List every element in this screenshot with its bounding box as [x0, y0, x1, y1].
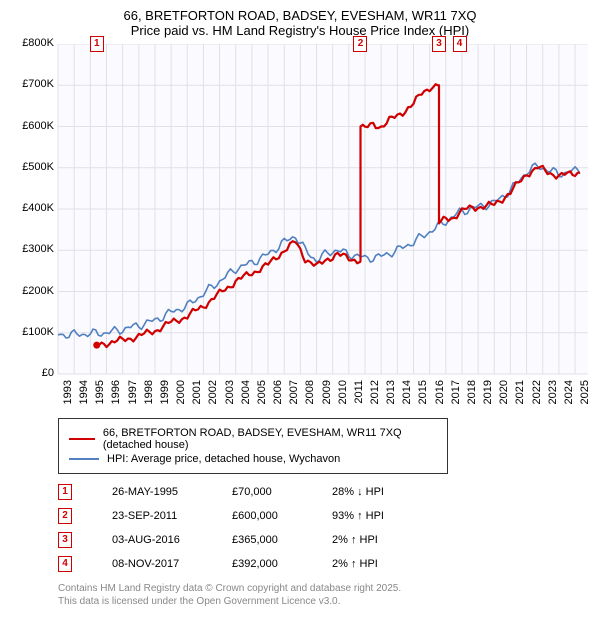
x-axis-label: 2023 [547, 380, 559, 420]
x-axis-label: 2017 [450, 380, 462, 420]
legend-label: 66, BRETFORTON ROAD, BADSEY, EVESHAM, WR… [103, 427, 437, 451]
x-axis-label: 2005 [256, 380, 268, 420]
transaction-marker: 1 [58, 484, 72, 500]
x-axis-label: 2016 [434, 380, 446, 420]
x-axis-label: 2002 [207, 380, 219, 420]
y-axis-label: £0 [10, 367, 54, 379]
transaction-row: 1 26-MAY-1995£70,00028% ↓ HPI [58, 484, 590, 500]
x-axis-label: 1998 [143, 380, 155, 420]
x-axis-label: 2022 [531, 380, 543, 420]
x-axis-label: 2012 [369, 380, 381, 420]
y-axis-label: £200K [10, 285, 54, 297]
footer-line: Contains HM Land Registry data © Crown c… [58, 582, 590, 595]
x-axis-label: 1996 [110, 380, 122, 420]
transaction-delta: 2% ↑ HPI [332, 534, 432, 546]
x-axis-label: 2015 [417, 380, 429, 420]
x-axis-label: 2024 [563, 380, 575, 420]
footer-line: This data is licensed under the Open Gov… [58, 595, 590, 608]
chart-svg [10, 44, 590, 412]
chart-area: £0£100K£200K£300K£400K£500K£600K£700K£80… [10, 44, 590, 412]
title-block: 66, BRETFORTON ROAD, BADSEY, EVESHAM, WR… [10, 8, 590, 38]
x-axis-label: 2007 [288, 380, 300, 420]
transaction-row: 4 08-NOV-2017£392,0002% ↑ HPI [58, 556, 590, 572]
x-axis-label: 2001 [191, 380, 203, 420]
transaction-delta: 2% ↑ HPI [332, 558, 432, 570]
x-axis-label: 2019 [482, 380, 494, 420]
x-axis-label: 2010 [337, 380, 349, 420]
x-axis-label: 2020 [498, 380, 510, 420]
x-axis-label: 2018 [466, 380, 478, 420]
legend-swatch [69, 438, 95, 441]
transaction-marker: 4 [58, 556, 72, 572]
transaction-price: £392,000 [232, 558, 332, 570]
transaction-date: 26-MAY-1995 [112, 486, 232, 498]
x-axis-label: 2011 [353, 380, 365, 420]
legend-swatch [69, 458, 99, 461]
transaction-marker: 4 [453, 36, 467, 52]
transaction-date: 03-AUG-2016 [112, 534, 232, 546]
y-axis-label: £100K [10, 326, 54, 338]
legend-label: HPI: Average price, detached house, Wych… [107, 453, 340, 465]
x-axis-label: 2014 [401, 380, 413, 420]
transaction-marker: 1 [90, 36, 104, 52]
transaction-marker: 3 [432, 36, 446, 52]
transaction-date: 08-NOV-2017 [112, 558, 232, 570]
x-axis-label: 1994 [78, 380, 90, 420]
footer-attribution: Contains HM Land Registry data © Crown c… [58, 582, 590, 608]
x-axis-label: 1993 [62, 380, 74, 420]
transaction-date: 23-SEP-2011 [112, 510, 232, 522]
transaction-price: £600,000 [232, 510, 332, 522]
x-axis-label: 2008 [304, 380, 316, 420]
y-axis-label: £300K [10, 243, 54, 255]
x-axis-label: 1997 [127, 380, 139, 420]
x-axis-label: 2013 [385, 380, 397, 420]
x-axis-label: 2004 [240, 380, 252, 420]
x-axis-label: 2006 [272, 380, 284, 420]
legend-item: HPI: Average price, detached house, Wych… [69, 453, 437, 465]
x-axis-label: 2003 [224, 380, 236, 420]
transaction-row: 2 23-SEP-2011£600,00093% ↑ HPI [58, 508, 590, 524]
x-axis-label: 2009 [321, 380, 333, 420]
y-axis-label: £600K [10, 120, 54, 132]
legend-item: 66, BRETFORTON ROAD, BADSEY, EVESHAM, WR… [69, 427, 437, 451]
transaction-row: 3 03-AUG-2016£365,0002% ↑ HPI [58, 532, 590, 548]
chart-container: 66, BRETFORTON ROAD, BADSEY, EVESHAM, WR… [0, 0, 600, 616]
x-axis-label: 1999 [159, 380, 171, 420]
transaction-delta: 28% ↓ HPI [332, 486, 432, 498]
x-axis-label: 2000 [175, 380, 187, 420]
transaction-price: £70,000 [232, 486, 332, 498]
transaction-price: £365,000 [232, 534, 332, 546]
x-axis-label: 2025 [579, 380, 591, 420]
chart-title: 66, BRETFORTON ROAD, BADSEY, EVESHAM, WR… [10, 8, 590, 23]
transaction-delta: 93% ↑ HPI [332, 510, 432, 522]
transaction-marker: 2 [353, 36, 367, 52]
transaction-marker: 3 [58, 532, 72, 548]
y-axis-label: £800K [10, 37, 54, 49]
transactions-table: 1 26-MAY-1995£70,00028% ↓ HPI 2 23-SEP-2011… [58, 484, 590, 572]
x-axis-label: 2021 [514, 380, 526, 420]
y-axis-label: £700K [10, 78, 54, 90]
x-axis-label: 1995 [94, 380, 106, 420]
y-axis-label: £400K [10, 202, 54, 214]
transaction-marker: 2 [58, 508, 72, 524]
legend: 66, BRETFORTON ROAD, BADSEY, EVESHAM, WR… [58, 418, 448, 474]
y-axis-label: £500K [10, 161, 54, 173]
